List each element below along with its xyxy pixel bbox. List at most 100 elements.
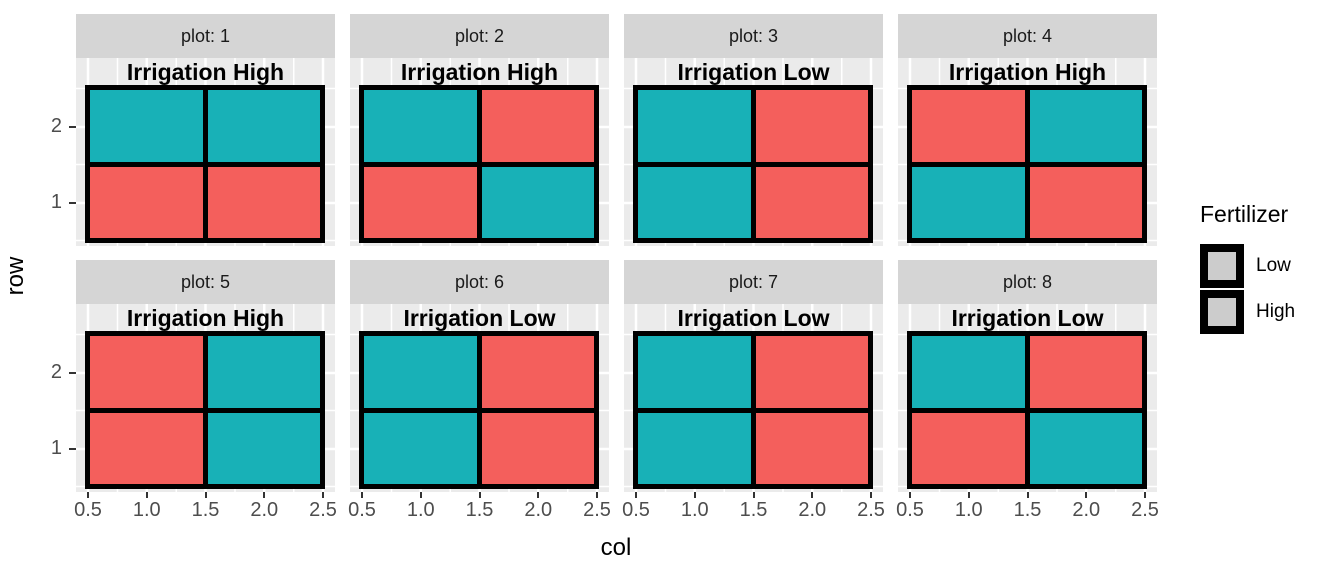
y-tick-label: 2 — [50, 115, 62, 137]
tile-grid — [907, 85, 1147, 243]
x-tick-mark — [537, 492, 540, 498]
facet-panel: Irrigation High — [350, 58, 609, 246]
y-tick-label: 2 — [50, 361, 62, 383]
tile-r2c1 — [638, 336, 751, 408]
tile-r2c2 — [481, 336, 594, 408]
x-tick-label: 2.5 — [309, 499, 337, 521]
y-tick-mark — [69, 202, 76, 204]
facet-plot-4: plot: 4 Irrigation High — [898, 14, 1157, 246]
x-tick-label: 1.0 — [680, 499, 709, 521]
tile-r2c1 — [912, 336, 1025, 408]
facet-panel: Irrigation Low — [350, 304, 609, 492]
facet-panel: Irrigation Low — [898, 304, 1157, 492]
x-axis: 0.5 1.0 1.5 2.0 2.5 — [348, 492, 611, 538]
facet-panel: Irrigation High — [76, 58, 335, 246]
tile-grid — [359, 331, 599, 489]
x-tick-label: 0.5 — [622, 499, 650, 521]
x-tick-label: 0.5 — [348, 499, 376, 521]
tile-r1c1 — [638, 412, 751, 484]
facet-strip: plot: 6 — [350, 260, 609, 304]
x-tick-label: 2.5 — [583, 499, 611, 521]
x-axis: 0.5 1.0 1.5 2.0 2.5 — [74, 492, 337, 538]
facet-plot-2: plot: 2 Irrigation High — [350, 14, 609, 246]
x-tick-mark — [322, 492, 324, 498]
x-tick-label: 0.5 — [896, 499, 924, 521]
tile-r1c1 — [90, 166, 203, 238]
tile-r1c2 — [481, 166, 594, 238]
tile-r1c2 — [755, 412, 868, 484]
tile-r2c1 — [364, 336, 477, 408]
legend-entry-low: Low — [1200, 244, 1295, 288]
strip-label: plot: 4 — [1002, 25, 1053, 46]
x-axis: 0.5 1.0 1.5 2.0 2.5 — [896, 492, 1159, 538]
tile-grid — [633, 331, 873, 489]
facet-strip: plot: 2 — [350, 14, 609, 58]
facet-strip: plot: 3 — [624, 14, 883, 58]
tile-r2c1 — [90, 90, 203, 162]
tile-r1c2 — [1029, 166, 1142, 238]
tile-r1c1 — [912, 166, 1025, 238]
x-tick-label: 2.0 — [250, 499, 279, 521]
tile-r1c1 — [912, 412, 1025, 484]
legend-title: Fertilizer — [1200, 201, 1289, 227]
facet-strip: plot: 5 — [76, 260, 335, 304]
tile-r1c1 — [364, 412, 477, 484]
x-tick-label: 1.0 — [954, 499, 983, 521]
legend-entry-high: High — [1200, 290, 1295, 334]
x-tick-label: 0.5 — [74, 499, 102, 521]
facet-plot-1: plot: 1 Irrigation High 2 1 — [51, 14, 335, 246]
x-tick-mark — [361, 492, 363, 498]
facet-plot-7: plot: 7 Irrigation Low 0.5 1.0 1.5 2.0 2… — [622, 260, 885, 521]
x-tick-mark — [870, 492, 872, 498]
x-tick-mark — [263, 492, 266, 498]
irrigation-annotation: Irrigation Low — [677, 59, 830, 85]
x-tick-label: 1.5 — [191, 499, 220, 521]
tile-r1c2 — [755, 166, 868, 238]
tile-r2c2 — [207, 90, 320, 162]
irrigation-annotation: Irrigation Low — [677, 305, 830, 331]
x-tick-mark — [419, 492, 422, 498]
tile-r2c2 — [755, 336, 868, 408]
tile-r2c2 — [755, 90, 868, 162]
x-tick-mark — [752, 492, 755, 498]
x-tick-label: 1.5 — [739, 499, 768, 521]
strip-label: plot: 7 — [728, 271, 779, 292]
legend-swatch-low — [1200, 244, 1244, 288]
x-tick-mark — [635, 492, 637, 498]
x-tick-label: 1.0 — [406, 499, 435, 521]
strip-label: plot: 8 — [1002, 271, 1053, 292]
irrigation-annotation: Irrigation High — [126, 305, 285, 331]
tile-r2c2 — [481, 90, 594, 162]
tile-r2c2 — [1029, 90, 1142, 162]
tile-r1c2 — [207, 412, 320, 484]
strip-label: plot: 3 — [728, 25, 779, 46]
tile-grid — [907, 331, 1147, 489]
tile-r2c2 — [1029, 336, 1142, 408]
tile-r1c2 — [481, 412, 594, 484]
facet-strip: plot: 7 — [624, 260, 883, 304]
x-tick-mark — [967, 492, 970, 498]
strip-label: plot: 5 — [180, 271, 231, 292]
tile-r2c2 — [207, 336, 320, 408]
x-tick-mark — [1026, 492, 1029, 498]
tile-grid — [85, 331, 325, 489]
x-tick-mark — [204, 492, 207, 498]
facet-plot-8: plot: 8 Irrigation Low 0.5 1.0 1.5 2.0 2… — [896, 260, 1159, 521]
y-tick-label: 1 — [50, 191, 62, 213]
irrigation-annotation: Irrigation High — [400, 59, 559, 85]
x-tick-label: 2.0 — [1072, 499, 1101, 521]
x-tick-mark — [478, 492, 481, 498]
y-tick-mark — [69, 126, 76, 128]
x-tick-label: 1.0 — [132, 499, 161, 521]
legend-swatch-high — [1200, 290, 1244, 334]
facet-strip: plot: 8 — [898, 260, 1157, 304]
tile-r1c1 — [364, 166, 477, 238]
x-tick-mark — [1144, 492, 1146, 498]
facet-plot-6: plot: 6 Irrigation Low 0.5 1.0 1.5 2.0 2… — [348, 260, 611, 521]
tile-r2c1 — [364, 90, 477, 162]
legend: Fertilizer Low High — [1200, 201, 1295, 336]
facet-panel: Irrigation High — [76, 304, 335, 492]
tile-grid — [359, 85, 599, 243]
tile-r1c2 — [207, 166, 320, 238]
